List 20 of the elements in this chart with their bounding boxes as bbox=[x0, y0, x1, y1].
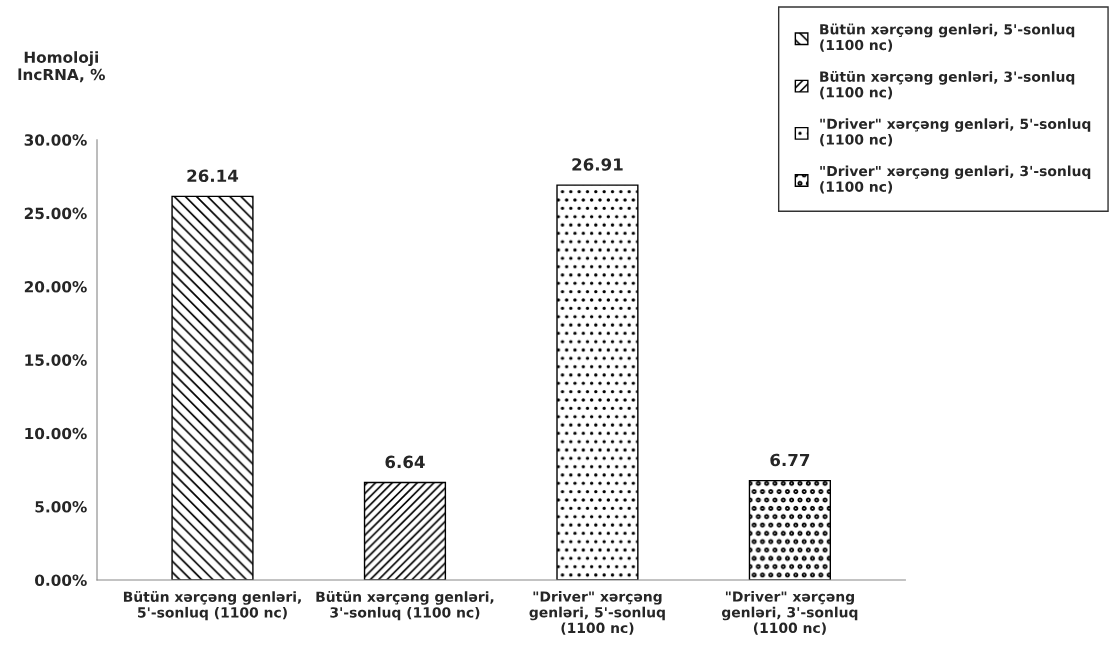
data-label: 6.64 bbox=[385, 455, 425, 469]
data-label: 26.14 bbox=[187, 169, 239, 183]
data-label: 6.77 bbox=[770, 453, 810, 467]
y-tick-label: 10.00% bbox=[25, 427, 87, 440]
y-tick-label: 15.00% bbox=[25, 354, 87, 366]
y-tick-label: 20.00% bbox=[24, 280, 87, 293]
y-axis-title: Homoloji lncRNA, % bbox=[18, 51, 105, 83]
legend-label: "Driver" xərçəng genləri, 3'-sonluq (1100 nc) bbox=[820, 165, 1091, 194]
legend-label: Bütün xərçəng genləri, 3'-sonluq (1100 nc) bbox=[820, 70, 1075, 100]
legend-label: "Driver" xərçəng genləri, 5'-sonluq (1100 nc) bbox=[820, 118, 1091, 147]
x-tick-label: "Driver" xərçəng genləri, 3'-sonluq (1100 nc) bbox=[721, 591, 858, 635]
y-tick-label: 25.00% bbox=[24, 207, 87, 220]
y-tick-label: 0.00% bbox=[35, 574, 87, 586]
x-tick-label: "Driver" xərçəng genləri, 5'-sonluq (1100 nc) bbox=[529, 591, 665, 635]
x-tick-label: Bütün xərçəng genləri, 5'-sonluq (1100 nc) bbox=[123, 591, 301, 621]
x-tick-label: Bütün xərçəng genləri, 3'-sonluq (1100 nc) bbox=[316, 591, 494, 621]
data-label: 26.91 bbox=[572, 158, 623, 171]
y-tick-label: 30.00% bbox=[24, 134, 87, 146]
legend-label: Bütün xərçəng genləri, 5'-sonluq (1100 nc) bbox=[820, 23, 1075, 52]
y-tick-label: 5.00% bbox=[35, 501, 87, 513]
